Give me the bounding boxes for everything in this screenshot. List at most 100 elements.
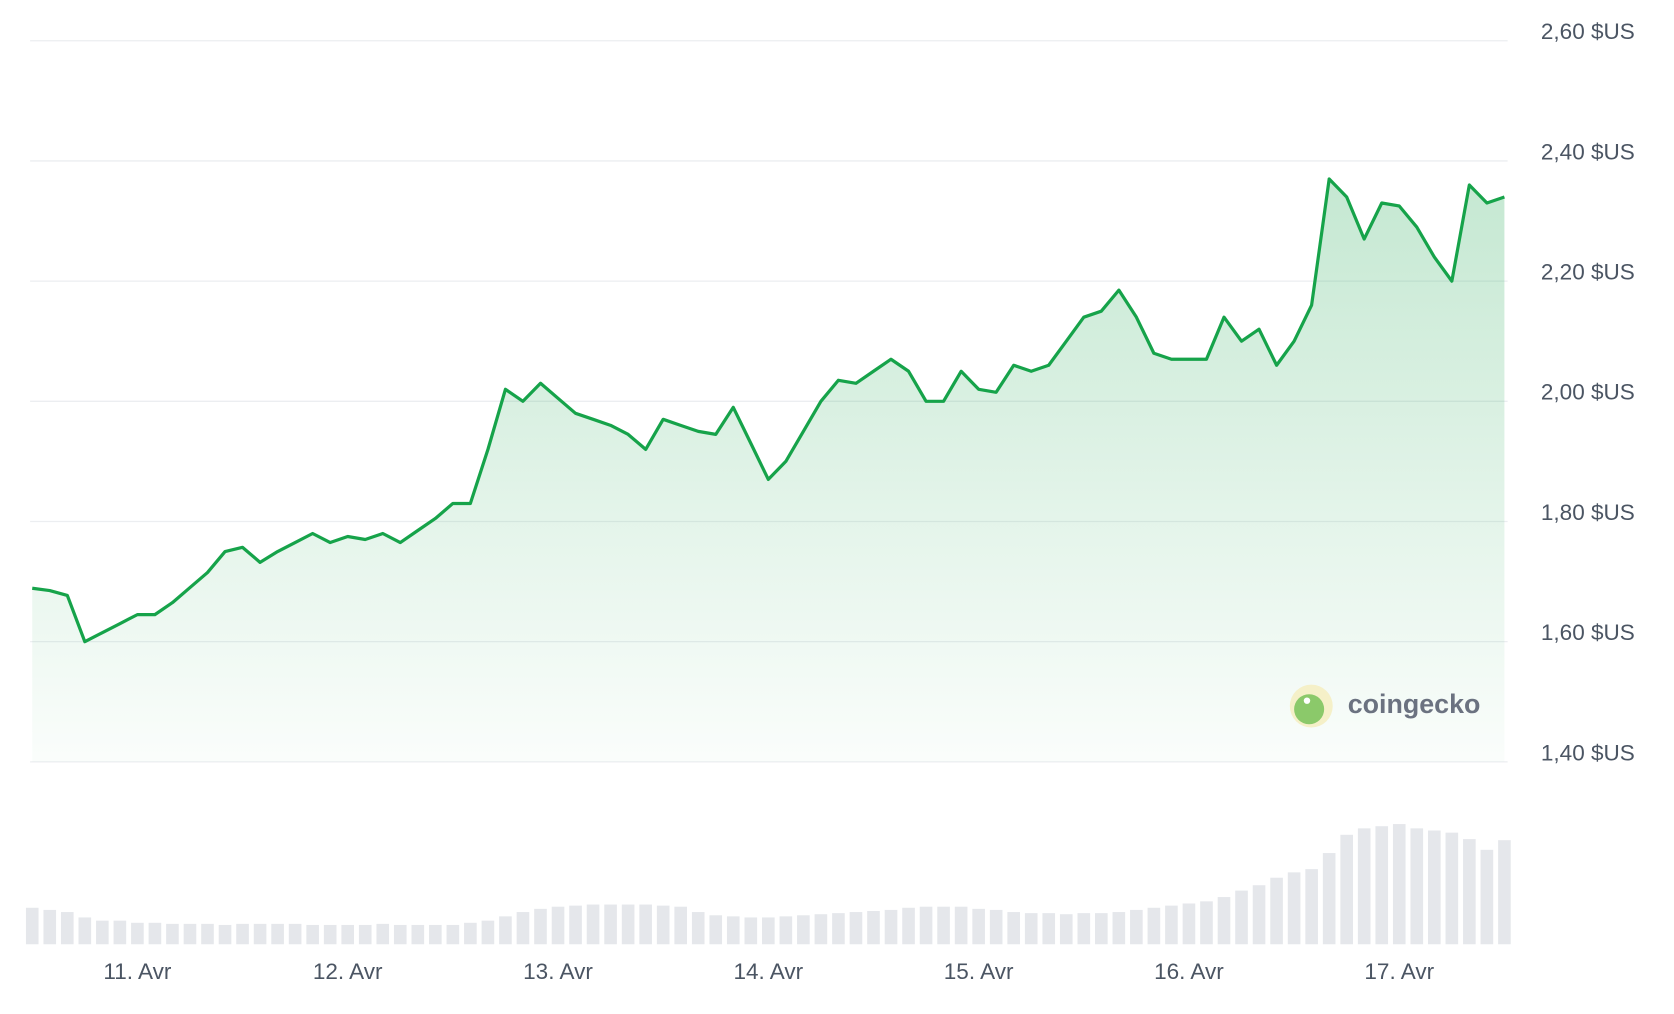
volume-bar <box>1305 869 1318 945</box>
volume-bar <box>867 910 880 945</box>
volume-bar <box>1130 909 1143 945</box>
volume-bar <box>306 924 319 945</box>
volume-bar <box>709 915 723 945</box>
volume-bar <box>674 906 688 945</box>
plot: 1,40 $US 1,60 $US 1,80 $US 2,00 $US 2,20 $US… <box>25 19 1635 984</box>
y-tick-label: 1,40 $US <box>1541 740 1635 765</box>
volume-bar <box>323 924 337 945</box>
volume-bar <box>902 907 915 945</box>
x-tick-label: 15. Avr <box>944 959 1014 984</box>
volume-bar <box>1252 885 1266 945</box>
volume-bar <box>411 924 425 945</box>
volume-bar <box>464 922 477 945</box>
volume-bar <box>271 923 284 945</box>
volume-bar <box>1287 872 1301 945</box>
volume-bar <box>1322 853 1336 945</box>
volume-bar <box>639 904 652 945</box>
price-area <box>32 178 1505 762</box>
volume-bar <box>1112 912 1126 945</box>
volume-bar <box>1357 828 1371 945</box>
volume-bar <box>253 923 267 945</box>
volume-bar <box>481 920 495 945</box>
volume-bar <box>1410 828 1424 945</box>
volume-bar <box>516 912 530 945</box>
volume-bar <box>814 914 828 945</box>
volume-bar <box>1498 840 1511 945</box>
x-tick-label: 13. Avr <box>523 959 593 984</box>
volume-bar <box>1235 890 1248 945</box>
volume-bar <box>201 923 214 945</box>
volume-bar <box>569 905 582 945</box>
volume-bar <box>499 916 512 945</box>
volume-bar <box>341 924 355 945</box>
volume-bar <box>1463 839 1476 945</box>
volume-bar <box>726 916 740 945</box>
volume-bar <box>1340 834 1353 945</box>
volume-bar <box>1392 824 1406 945</box>
volume-bar <box>1059 914 1073 945</box>
volume-bar <box>1007 912 1020 945</box>
volume-bar <box>446 924 460 945</box>
volume-bar <box>1375 826 1389 945</box>
volume-bar <box>832 913 845 945</box>
y-tick-label: 2,40 $US <box>1541 139 1635 164</box>
volume-bar <box>849 912 863 945</box>
volume-bar <box>96 920 109 945</box>
x-tick-label: 14. Avr <box>733 959 803 984</box>
volume-bar <box>1428 830 1441 945</box>
logo-eye <box>1303 697 1311 704</box>
volume-bar <box>656 905 670 945</box>
volume-bar <box>919 906 933 945</box>
price-line <box>32 177 1505 644</box>
volume-bar <box>218 924 232 945</box>
volume-bar <box>113 920 127 945</box>
volume-bar <box>148 922 162 945</box>
y-tick-label: 2,00 $US <box>1541 380 1635 405</box>
y-tick-label: 2,60 $US <box>1541 19 1635 44</box>
volume-bar <box>779 916 793 945</box>
volume-bar <box>236 923 249 945</box>
volume-bar <box>551 906 565 945</box>
volume-bar <box>1095 913 1108 945</box>
x-tick-label: 12. Avr <box>313 959 383 984</box>
volume-bar <box>797 915 810 945</box>
volume-bar <box>1270 877 1283 945</box>
y-tick-label: 1,60 $US <box>1541 620 1635 645</box>
volume-bar <box>1147 907 1161 945</box>
volume-bar <box>1165 905 1178 945</box>
volume-bar <box>25 907 39 945</box>
volume-bar <box>972 908 985 945</box>
volume-bar <box>183 923 197 945</box>
volume-bar <box>954 906 968 945</box>
y-tick-label: 2,20 $US <box>1541 260 1635 285</box>
volume-bar <box>744 917 758 945</box>
volume-bar <box>60 912 74 945</box>
x-tick-label: 17. Avr <box>1364 959 1434 984</box>
volume-bar <box>1217 897 1231 945</box>
volume-bar <box>691 912 705 945</box>
volume-bar <box>393 924 407 945</box>
volume-bar <box>534 908 547 945</box>
volume-bar <box>358 924 372 945</box>
volume-bar <box>429 924 442 945</box>
volume-bar <box>78 917 92 945</box>
volume-bar <box>989 909 1003 945</box>
volume-bar <box>1480 849 1494 945</box>
volume-bar <box>586 904 600 945</box>
volume-bar <box>604 904 617 945</box>
volume-bar <box>43 909 57 945</box>
volume-bar <box>288 923 302 945</box>
volume-bar <box>621 904 635 945</box>
volume-bar <box>376 923 390 945</box>
x-tick-label: 11. Avr <box>103 959 172 984</box>
volume-bar <box>1445 832 1459 945</box>
y-tick-label: 1,80 $US <box>1541 500 1635 525</box>
x-tick-label: 16. Avr <box>1154 959 1224 984</box>
volume-bar <box>1182 903 1196 945</box>
volume-bar <box>1077 913 1091 945</box>
volume-bar <box>762 917 775 945</box>
volume-bar <box>884 909 898 945</box>
volume-bar <box>937 906 950 945</box>
volume-bar <box>1042 913 1056 945</box>
